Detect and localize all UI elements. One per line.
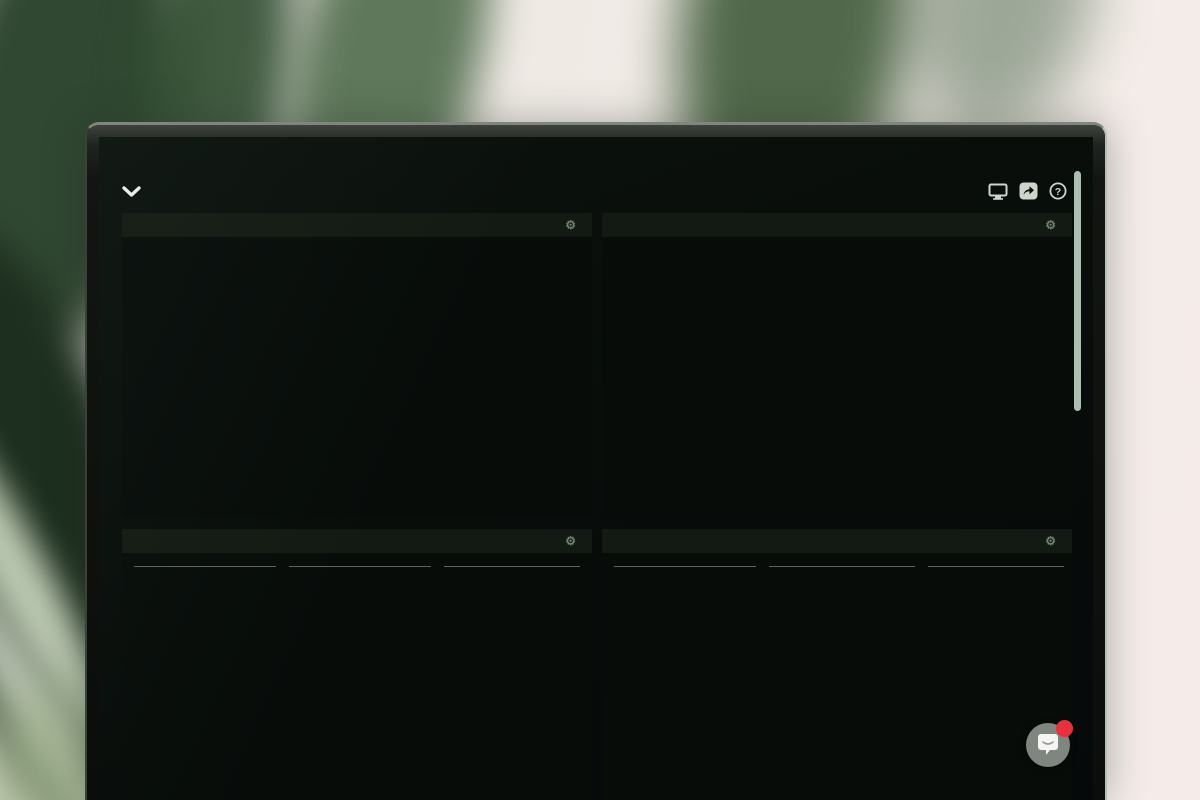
chat-bubble-icon (1038, 734, 1058, 755)
chat-launcher-button[interactable] (1026, 720, 1073, 767)
scrollbar-thumb[interactable] (1074, 171, 1081, 411)
svg-text:?: ? (1055, 186, 1061, 198)
panel-sessions: ⚙ (602, 529, 1072, 800)
options-button[interactable]: ⚙ (1045, 535, 1062, 547)
metric-page-load (134, 559, 276, 572)
chevron-down-icon (122, 185, 141, 197)
metric-bounce-rate (444, 559, 580, 572)
display-icon[interactable] (988, 183, 1008, 200)
gear-icon: ⚙ (1045, 218, 1057, 232)
options-button[interactable]: ⚙ (565, 535, 582, 547)
options-button[interactable]: ⚙ (1045, 219, 1062, 231)
laptop: ? ⚙ ⚙ (85, 122, 1107, 800)
help-icon[interactable]: ? (1049, 182, 1067, 200)
notification-badge (1056, 720, 1073, 737)
metric-pvs-per-session (928, 559, 1064, 572)
gear-icon: ⚙ (1045, 534, 1057, 548)
options-button[interactable]: ⚙ (565, 219, 582, 231)
users-range-dropdown[interactable] (122, 185, 141, 197)
metric-session-length (769, 559, 915, 572)
panel-load-time-vs-bounce-rate: ⚙ (122, 213, 592, 517)
panel-page-views-vs-onload: ⚙ (122, 529, 592, 800)
gear-icon: ⚙ (565, 534, 577, 548)
metric-sessions (614, 559, 756, 572)
screen: ? ⚙ ⚙ (99, 137, 1093, 800)
metric-page-views (289, 559, 431, 572)
share-icon[interactable] (1019, 182, 1038, 200)
gear-icon: ⚙ (565, 218, 577, 232)
panel-start-render-vs-bounce-rate: ⚙ (602, 213, 1072, 517)
